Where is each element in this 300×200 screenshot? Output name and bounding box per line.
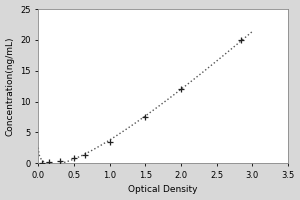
- Point: [107, 140, 112, 143]
- Point: [82, 154, 87, 157]
- Point: [39, 161, 44, 164]
- Point: [239, 38, 244, 41]
- Point: [57, 159, 62, 162]
- Point: [143, 115, 148, 119]
- X-axis label: Optical Density: Optical Density: [128, 185, 198, 194]
- Point: [71, 157, 76, 160]
- Y-axis label: Concentration(ng/mL): Concentration(ng/mL): [6, 36, 15, 136]
- Point: [178, 88, 183, 91]
- Point: [46, 160, 51, 164]
